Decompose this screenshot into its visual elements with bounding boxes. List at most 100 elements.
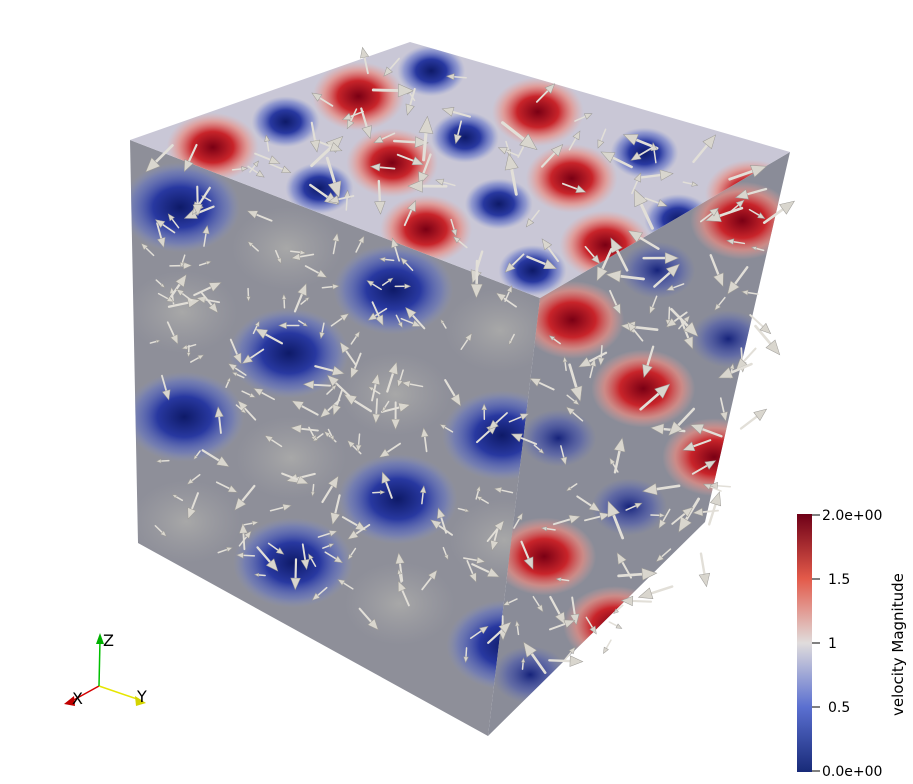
velocity-arrow <box>372 398 381 425</box>
velocity-arrow <box>400 257 414 272</box>
velocity-arrow <box>229 338 242 365</box>
y-axis-line <box>98 685 141 701</box>
field-low-region <box>333 244 454 335</box>
velocity-arrow <box>708 482 732 490</box>
velocity-arrow <box>407 179 448 193</box>
z-axis-label: Z <box>103 631 114 650</box>
velocity-arrow <box>616 552 633 579</box>
velocity-arrow <box>300 543 310 571</box>
velocity-arrow <box>186 473 201 485</box>
velocity-arrow <box>254 328 284 345</box>
velocity-arrow <box>264 435 283 448</box>
velocity-arrow <box>397 568 402 583</box>
field-low-region <box>130 371 245 462</box>
velocity-arrow <box>393 136 429 148</box>
orientation-axes-widget: X Y Z <box>64 631 147 708</box>
velocity-arrow <box>625 502 643 511</box>
velocity-arrow <box>395 552 405 582</box>
velocity-arrow <box>600 151 633 169</box>
velocity-arrow <box>231 166 249 172</box>
velocity-arrow <box>405 307 426 330</box>
velocity-arrow <box>748 208 766 219</box>
velocity-arrow <box>508 333 515 346</box>
field-high-region <box>312 61 405 131</box>
velocity-arrow <box>308 553 317 567</box>
velocity-arrow <box>374 179 386 215</box>
velocity-arrow <box>633 188 654 230</box>
velocity-arrow <box>463 647 469 664</box>
velocity-arrow <box>304 265 328 278</box>
velocity-arrow <box>754 324 781 356</box>
velocity-arrow <box>167 273 187 302</box>
velocity-arrow <box>620 595 653 607</box>
velocity-arrow <box>442 546 449 561</box>
velocity-arrow <box>463 556 486 565</box>
velocity-arrow <box>584 245 601 265</box>
velocity-arrow <box>540 144 564 168</box>
velocity-arrow <box>605 269 645 283</box>
field-low-region <box>130 162 241 253</box>
velocity-arrow <box>254 572 266 577</box>
velocity-arrow <box>689 423 723 438</box>
velocity-arrow <box>617 567 658 581</box>
velocity-arrow <box>430 519 453 536</box>
velocity-arrow <box>281 472 309 485</box>
velocity-arrow <box>452 236 468 249</box>
field-high-region <box>591 349 696 428</box>
velocity-arrow <box>290 252 315 261</box>
velocity-arrow <box>650 142 658 164</box>
velocity-arrow <box>450 218 458 237</box>
field-low-region <box>251 96 320 148</box>
field-low-region <box>520 409 597 467</box>
velocity-arrow <box>238 530 252 547</box>
velocity-arrow <box>692 507 719 517</box>
velocity-arrow <box>380 402 411 413</box>
velocity-arrow <box>488 412 508 430</box>
velocity-arrow <box>321 475 339 504</box>
velocity-arrow <box>666 283 685 291</box>
velocity-arrow <box>642 482 681 496</box>
velocity-arrow <box>332 388 344 416</box>
velocity-arrow <box>613 437 626 474</box>
velocity-arrow <box>533 444 545 454</box>
velocity-arrow <box>502 598 518 606</box>
velocity-arrow <box>699 207 720 223</box>
velocity-arrow <box>267 542 285 555</box>
velocity-arrow <box>193 282 222 297</box>
velocity-arrow <box>495 292 517 308</box>
color-legend: 2.0e+00 1.5 1 0.5 0.0e+00 velocity Magni… <box>797 508 907 780</box>
velocity-arrow <box>637 585 674 599</box>
velocity-arrow <box>691 460 717 475</box>
velocity-arrow <box>167 213 180 229</box>
velocity-arrow <box>596 247 613 282</box>
velocity-arrow <box>347 523 371 540</box>
velocity-arrow <box>741 289 759 296</box>
velocity-arrow <box>563 646 576 661</box>
velocity-arrow <box>379 256 395 263</box>
velocity-arrow <box>576 495 601 512</box>
velocity-arrow <box>214 406 224 434</box>
field-low-region <box>397 45 466 97</box>
velocity-arrow <box>560 445 568 466</box>
velocity-arrow <box>504 152 519 196</box>
velocity-arrow <box>520 657 526 670</box>
velocity-arrow <box>154 219 176 234</box>
velocity-arrow <box>391 237 400 262</box>
velocity-arrow <box>481 403 488 421</box>
cube-face-right <box>488 152 790 736</box>
velocity-arrow <box>750 246 765 252</box>
velocity-arrow <box>324 551 344 564</box>
velocity-arrow <box>298 319 308 327</box>
legend-title: velocity Magnitude <box>889 573 907 716</box>
velocity-arrow <box>401 380 424 388</box>
velocity-arrow <box>631 172 642 195</box>
velocity-arrow <box>326 374 351 397</box>
field-high-region <box>520 280 625 359</box>
velocity-arrow <box>193 450 201 461</box>
velocity-arrow <box>217 546 234 554</box>
velocity-arrow <box>569 596 580 626</box>
velocity-arrow <box>293 282 307 313</box>
velocity-arrow <box>321 283 340 290</box>
velocity-arrow <box>367 386 381 395</box>
